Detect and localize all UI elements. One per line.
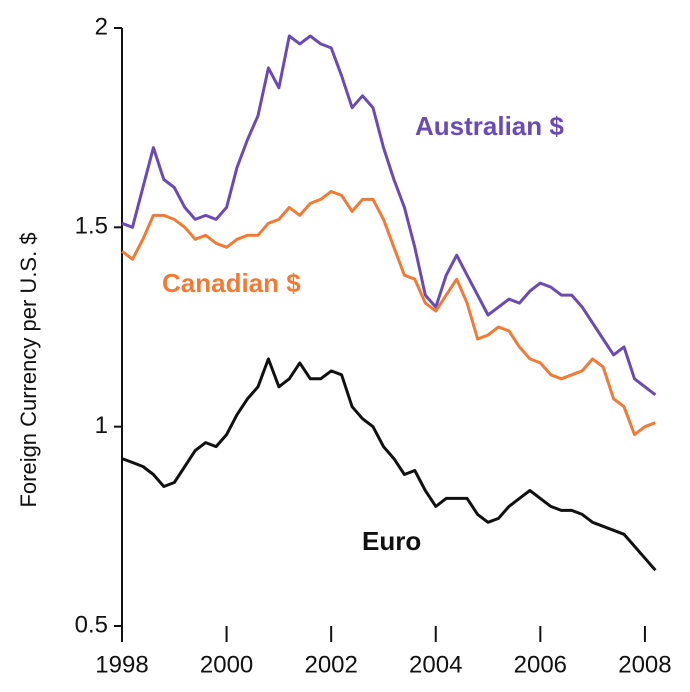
y-tick-label: 1	[95, 412, 108, 439]
series-line	[121, 34, 657, 396]
series-label: Euro	[362, 526, 421, 556]
x-tick-label: 2000	[200, 651, 253, 678]
y-tick-label: 2	[95, 13, 108, 40]
y-tick-label: 0.5	[75, 611, 108, 638]
x-tick-label: 2004	[409, 651, 462, 678]
y-axis-label: Foreign Currency per U.S. $	[16, 232, 41, 507]
y-tick-label: 1.5	[75, 213, 108, 240]
series-line	[121, 357, 657, 572]
x-tick-label: 2006	[514, 651, 567, 678]
x-tick-label: 1998	[95, 651, 148, 678]
series-label: Canadian $	[162, 268, 301, 298]
x-tick-label: 2008	[618, 651, 671, 678]
series-line	[121, 190, 656, 437]
series-label: Australian $	[415, 111, 564, 141]
x-tick-label: 2002	[304, 651, 357, 678]
